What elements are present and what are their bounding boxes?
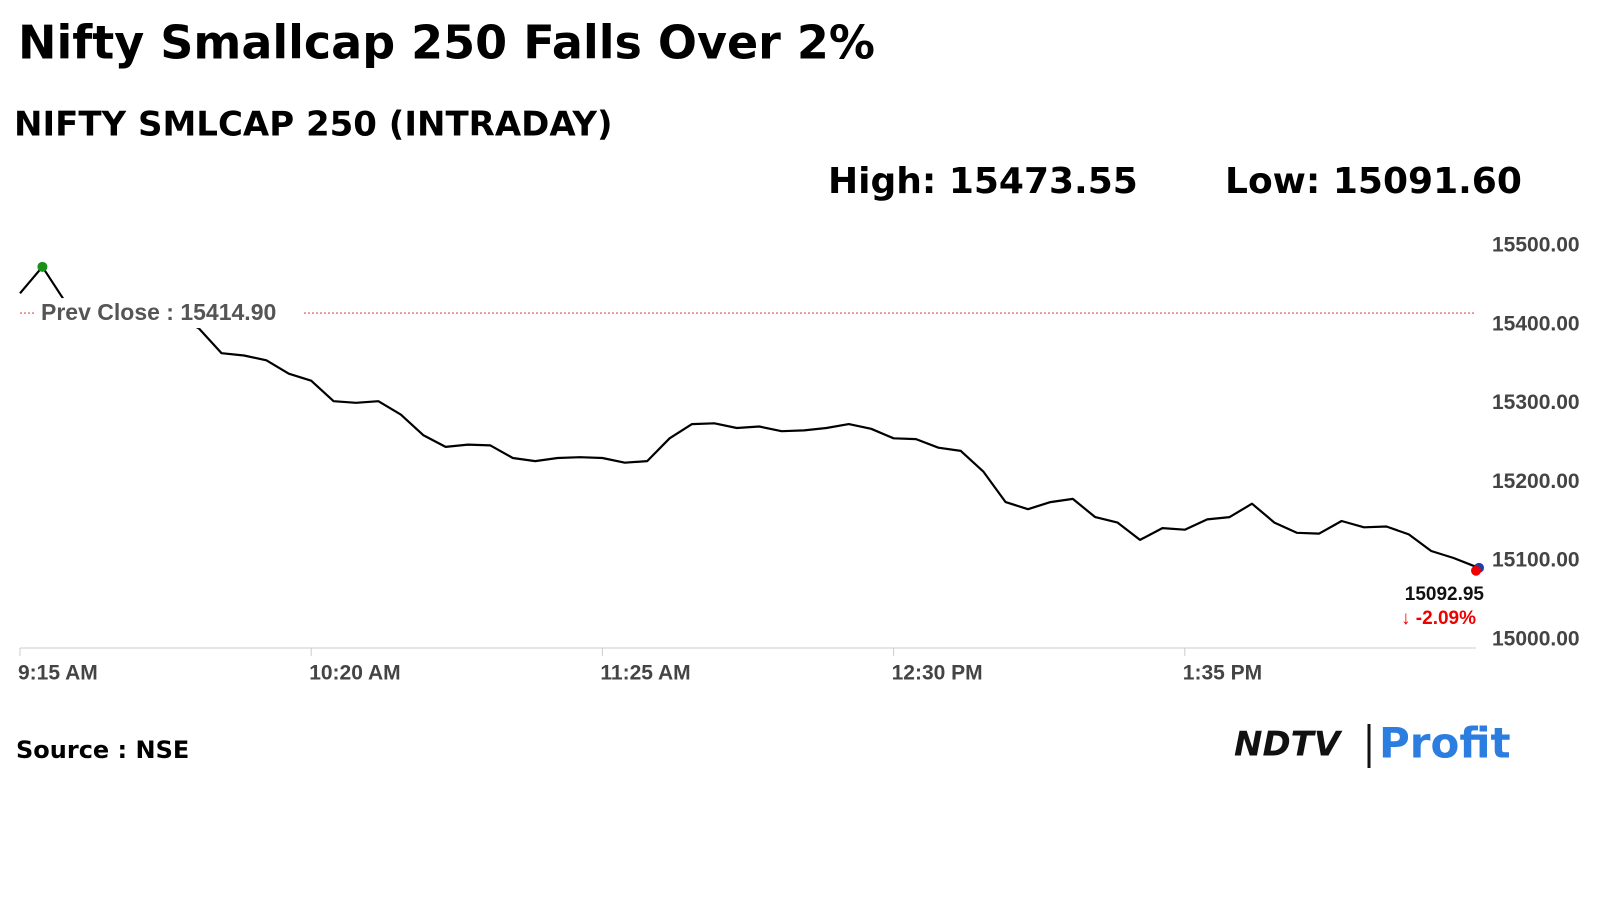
low-label: Low: 15091.60 [1225,161,1522,202]
y-tick-label: 15000.00 [1492,628,1580,651]
last-price-label: 15092.95 [1405,584,1485,605]
prev-close-value: 15414.90 [180,299,276,325]
x-tick-label: 11:25 AM [600,662,690,685]
x-tick-label: 12:30 PM [892,662,983,685]
x-tick-label: 1:35 PM [1183,662,1262,685]
brand-product: Profit [1379,719,1511,768]
low-caption: Low: [1225,161,1320,202]
high-value: 15473.55 [949,161,1138,202]
prev-close-label: Prev Close : 15414.90 [41,299,276,325]
prev-close-bg [36,298,304,329]
high-marker [37,261,48,272]
high-label: High: 15473.55 [828,161,1138,202]
brand-logo: NDTV [1234,725,1343,765]
y-tick-label: 15400.00 [1492,312,1580,335]
y-tick-label: 15200.00 [1492,470,1580,493]
prev-close-caption: Prev Close : [41,299,174,325]
change-value: -2.09% [1416,608,1476,629]
y-tick-label: 15100.00 [1492,549,1580,572]
last-marker [1471,565,1481,576]
high-caption: High: [828,161,936,202]
chart-title: Nifty Smallcap 250 Falls Over 2% [18,16,875,70]
price-line [19,265,1477,568]
x-tick-label: 10:20 AM [309,662,400,685]
y-tick-label: 15300.00 [1492,391,1580,414]
change-label: ↓ -2.09% [1401,608,1476,629]
low-value: 15091.60 [1333,161,1522,202]
chart-subtitle: NIFTY SMLCAP 250 (INTRADAY) [14,105,613,145]
plot: 15000.00 15100.00 15200.00 15300.00 15400.00… [18,234,1580,685]
source: Source : NSE [16,736,189,764]
y-tick-label: 15500.00 [1492,234,1580,257]
x-tick-label: 9:15 AM [18,662,98,685]
